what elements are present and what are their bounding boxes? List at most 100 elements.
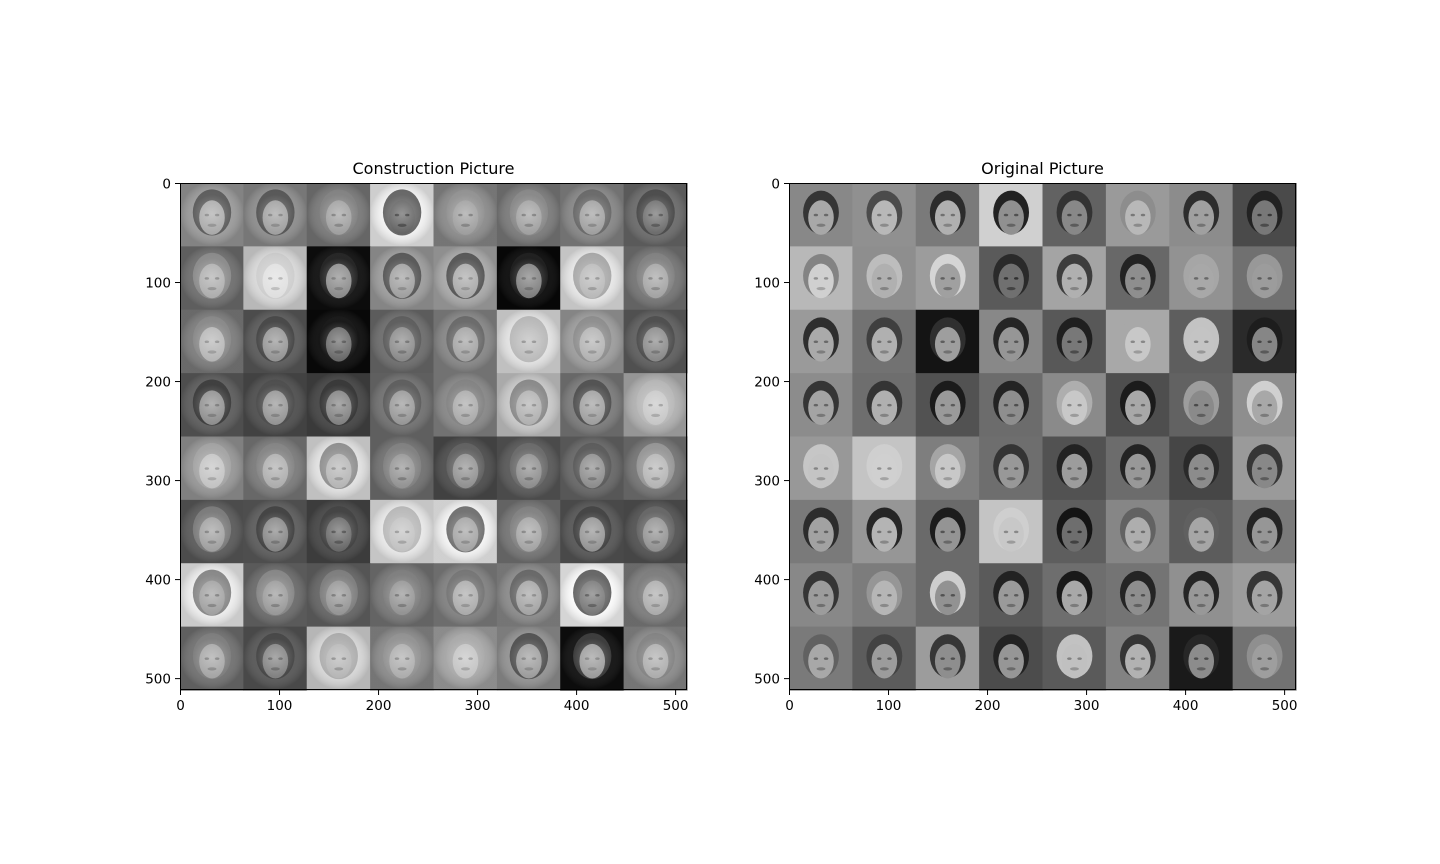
image-tile <box>789 246 853 311</box>
image-tile <box>243 309 308 374</box>
image-tile <box>623 183 688 247</box>
image-tile <box>180 499 244 564</box>
y-tick-label: 500 <box>754 672 780 688</box>
image-tile <box>979 183 1044 247</box>
image-tile <box>370 373 435 438</box>
image-tile <box>1105 246 1170 311</box>
image-tile <box>852 436 917 501</box>
image-tile <box>306 626 371 691</box>
image-tile <box>306 309 371 374</box>
image-tile <box>979 309 1044 374</box>
image-tile <box>915 246 980 311</box>
image-tile <box>306 436 371 501</box>
image-tile <box>1169 183 1234 247</box>
x-tick-label: 200 <box>975 698 1001 714</box>
image-tile <box>370 183 435 247</box>
image-tile <box>915 626 980 691</box>
image-tile <box>915 563 980 628</box>
image-tile <box>1232 309 1297 374</box>
image-tile <box>1105 183 1170 247</box>
y-tick-label: 300 <box>145 474 171 490</box>
image-tile <box>623 246 688 311</box>
image-tile <box>789 436 853 501</box>
image-tile <box>433 309 498 374</box>
image-tile <box>789 373 853 438</box>
image-tile <box>1042 183 1107 247</box>
image-tile <box>1042 626 1107 691</box>
image-tile <box>306 246 371 311</box>
y-tick-label: 500 <box>145 672 171 688</box>
x-tick-label: 100 <box>267 698 293 714</box>
x-tick-label: 100 <box>876 698 902 714</box>
image-tile <box>1232 183 1297 247</box>
image-tile <box>979 373 1044 438</box>
image-tile <box>433 626 498 691</box>
image-tile <box>1042 373 1107 438</box>
image-tile <box>979 626 1044 691</box>
image-tile <box>1232 499 1297 564</box>
image-tile <box>560 309 625 374</box>
image-tile <box>180 183 244 247</box>
construction-x-axis: 0 100 200 300 400 500 <box>176 690 689 714</box>
y-tick-label: 400 <box>754 573 780 589</box>
image-tile <box>560 499 625 564</box>
image-tile <box>979 436 1044 501</box>
x-tick-label: 0 <box>176 698 185 714</box>
image-tile <box>915 436 980 501</box>
image-tile <box>1169 626 1234 691</box>
image-tile <box>433 436 498 501</box>
image-tile <box>852 373 917 438</box>
image-tile <box>560 563 625 628</box>
image-tile <box>306 183 371 247</box>
x-tick-label: 500 <box>663 698 689 714</box>
image-tile <box>560 626 625 691</box>
image-tile <box>1232 563 1297 628</box>
image-tile <box>243 246 308 311</box>
x-tick-label: 500 <box>1272 698 1298 714</box>
image-tile <box>623 436 688 501</box>
image-tile <box>433 563 498 628</box>
image-tile <box>243 436 308 501</box>
image-tile <box>243 183 308 247</box>
image-tile <box>852 309 917 374</box>
image-tile <box>496 626 561 691</box>
y-tick-label: 0 <box>162 177 171 193</box>
construction-image <box>180 183 688 691</box>
image-tile <box>1105 436 1170 501</box>
image-tile <box>180 373 244 438</box>
image-tile <box>623 626 688 691</box>
image-tile <box>496 309 561 374</box>
image-tile <box>623 499 688 564</box>
image-tile <box>1169 563 1234 628</box>
image-tile <box>852 246 917 311</box>
image-tile <box>496 499 561 564</box>
original-panel-title: Original Picture <box>981 159 1104 178</box>
construction-y-axis: 0 100 200 300 400 500 <box>145 177 180 688</box>
image-tile <box>243 373 308 438</box>
image-tile <box>1169 373 1234 438</box>
image-tile <box>306 499 371 564</box>
image-tile <box>852 499 917 564</box>
image-tile <box>496 436 561 501</box>
image-tile <box>915 373 980 438</box>
image-tile <box>1105 563 1170 628</box>
image-tile <box>789 626 853 691</box>
image-tile <box>560 373 625 438</box>
image-tile <box>433 183 498 247</box>
image-tile <box>915 183 980 247</box>
image-tile <box>243 626 308 691</box>
image-tile <box>1105 626 1170 691</box>
image-tile <box>1042 436 1107 501</box>
original-x-axis: 0 100 200 300 400 500 <box>785 690 1298 714</box>
construction-axes-frame <box>180 183 687 690</box>
x-tick-label: 300 <box>1074 698 1100 714</box>
y-tick-label: 100 <box>754 276 780 292</box>
image-tile <box>1232 246 1297 311</box>
image-tile <box>1169 499 1234 564</box>
image-tile <box>243 563 308 628</box>
y-tick-label: 100 <box>145 276 171 292</box>
image-tile <box>433 246 498 311</box>
image-tile <box>1105 373 1170 438</box>
image-tile <box>180 309 244 374</box>
